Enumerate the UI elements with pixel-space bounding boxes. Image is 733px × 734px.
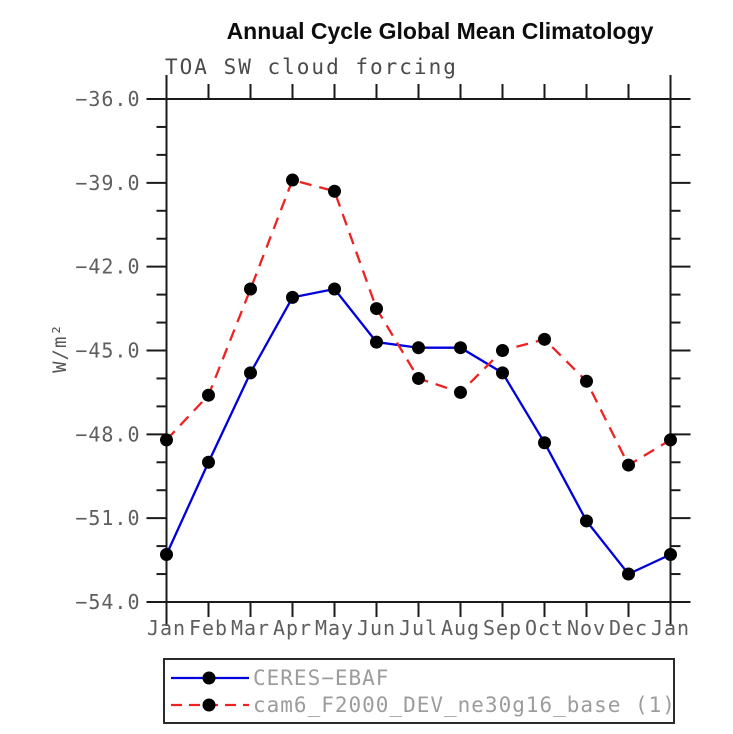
y-tick-label: −39.0 — [75, 171, 140, 195]
data-point — [286, 173, 299, 187]
legend-sample-line-solid — [171, 671, 249, 684]
data-point — [160, 547, 173, 561]
x-tick-label: May — [315, 616, 354, 640]
data-point — [580, 514, 593, 528]
data-point — [412, 341, 425, 355]
data-point — [244, 282, 257, 296]
data-point — [538, 436, 551, 450]
legend-item-cam6: cam6_F2000_DEV_ne30g16_base (1) — [169, 691, 676, 718]
data-point — [664, 547, 677, 561]
data-point — [538, 332, 551, 346]
x-tick-label: Jul — [399, 616, 438, 640]
data-point — [328, 282, 341, 296]
y-tick-label: −54.0 — [75, 590, 140, 614]
data-point — [454, 385, 467, 399]
x-tick-label: Mar — [231, 616, 270, 640]
legend-label: CERES−EBAF — [253, 665, 390, 690]
data-point — [202, 455, 215, 469]
x-tick-label: Apr — [273, 616, 312, 640]
x-tick-label: Dec — [609, 616, 648, 640]
data-point — [370, 335, 383, 349]
data-point — [412, 371, 425, 385]
data-point — [328, 184, 341, 198]
legend-sample-line-dashed — [171, 698, 249, 711]
series-line-0 — [165, 287, 671, 576]
legend-label: cam6_F2000_DEV_ne30g16_base (1) — [253, 692, 676, 717]
data-point — [202, 388, 215, 402]
series-line-1 — [165, 178, 672, 467]
legend-box: CERES−EBAF cam6_F2000_DEV_ne30g16_base (… — [163, 658, 675, 724]
y-tick-label: −48.0 — [75, 422, 140, 446]
data-point — [454, 341, 467, 355]
y-tick-label: −51.0 — [75, 506, 140, 530]
x-tick-label: Jan — [147, 616, 186, 640]
y-tick-label: −36.0 — [75, 87, 140, 111]
data-point — [664, 433, 677, 447]
data-point — [622, 567, 635, 581]
data-point — [160, 433, 173, 447]
data-point — [496, 344, 509, 357]
x-tick-label: Sep — [483, 616, 522, 640]
x-tick-label: Jan — [651, 616, 690, 640]
chart-subtitle: TOA SW cloud forcing — [165, 55, 458, 79]
data-point — [622, 458, 635, 472]
x-tick-label: Aug — [441, 616, 480, 640]
y-tick-label: −42.0 — [75, 255, 140, 279]
data-point — [580, 374, 593, 388]
data-point — [286, 290, 299, 304]
x-tick-label: Nov — [567, 616, 606, 640]
legend-item-ceres: CERES−EBAF — [169, 664, 673, 691]
x-tick-label: Feb — [189, 616, 228, 640]
chart-title: Annual Cycle Global Mean Climatology — [226, 18, 654, 44]
y-tick-label: −45.0 — [75, 339, 140, 363]
x-tick-label: Jun — [357, 616, 396, 640]
data-point — [496, 366, 509, 380]
data-point — [370, 302, 383, 316]
data-point — [244, 366, 257, 380]
x-tick-label: Oct — [525, 616, 564, 640]
